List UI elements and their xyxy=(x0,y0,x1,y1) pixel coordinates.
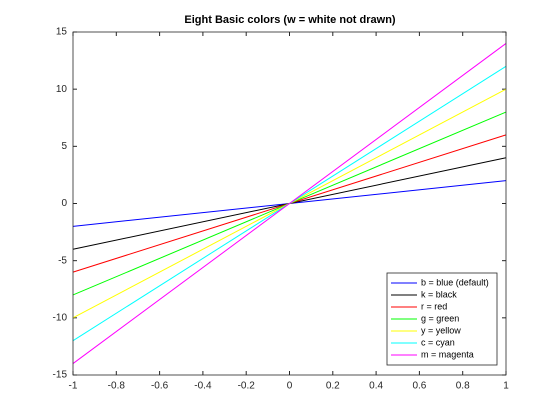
legend-label: b = blue (default) xyxy=(421,277,489,287)
axes-box xyxy=(72,31,507,376)
chart-title: Eight Basic colors (w = white not drawn) xyxy=(184,14,396,26)
y-tick-label: 15 xyxy=(56,27,68,38)
legend-label: y = yellow xyxy=(421,325,461,335)
x-tick-label: 0.4 xyxy=(369,381,383,392)
y-tick-label: -5 xyxy=(58,255,67,266)
x-tick-label: -0.2 xyxy=(238,381,256,392)
y-tick-label: -10 xyxy=(53,312,68,323)
y-tick-label: -15 xyxy=(53,370,68,381)
x-tick-label: -0.4 xyxy=(194,381,212,392)
x-tick-label: -0.8 xyxy=(108,381,126,392)
y-tick-label: 10 xyxy=(56,84,68,95)
legend-label: g = green xyxy=(421,313,459,323)
x-tick-label: 1 xyxy=(503,381,509,392)
y-tick-label: 0 xyxy=(61,198,67,209)
legend-label: c = cyan xyxy=(421,337,455,347)
series-line xyxy=(72,43,507,364)
legend-label: k = black xyxy=(421,289,457,299)
x-tick-label: 0.6 xyxy=(412,381,426,392)
x-tick-label: -0.6 xyxy=(151,381,169,392)
x-tick-label: 0.8 xyxy=(456,381,470,392)
x-tick-label: 0 xyxy=(287,381,293,392)
legend-label: r = red xyxy=(421,301,447,311)
y-tick-label: 5 xyxy=(61,141,67,152)
x-tick-label: 0.2 xyxy=(326,381,340,392)
x-tick-label: -1 xyxy=(69,381,78,392)
legend-label: m = magenta xyxy=(421,349,474,359)
